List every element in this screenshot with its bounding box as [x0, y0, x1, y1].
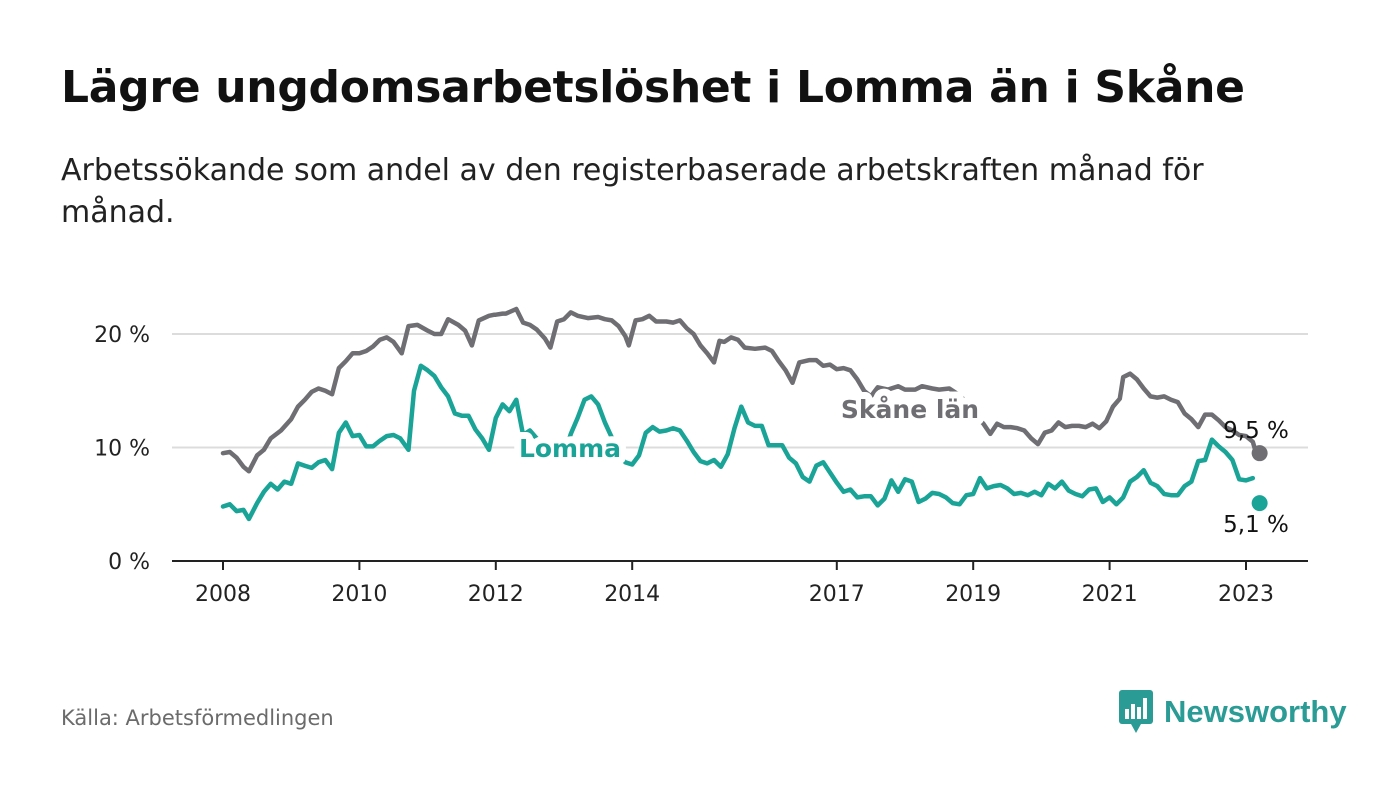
series-end-marker — [1251, 495, 1268, 512]
y-tick-label: 0 % — [108, 550, 150, 575]
series-line-lomma — [220, 363, 1256, 522]
series-label: Skåne län — [841, 395, 979, 424]
series-label: Lomma — [519, 434, 621, 463]
x-tick-label: 2021 — [1082, 582, 1138, 607]
newsworthy-logo-icon — [1119, 690, 1153, 733]
x-tick-label: 2014 — [604, 582, 660, 607]
y-tick-label: 20 % — [94, 323, 150, 348]
series-line-skane — [220, 306, 1262, 474]
chart-title: Lägre ungdomsarbetslöshet i Lomma än i S… — [61, 62, 1245, 113]
x-axis: 0 % 10 % 20 % 2008 2010 2012 2014 2017 2019 2021 2… — [94, 323, 1308, 607]
x-tick-label: 2023 — [1218, 582, 1274, 607]
x-tick-label: 2017 — [809, 582, 865, 607]
end-value-label: 9,5 % — [1223, 418, 1289, 444]
brand-name: Newsworthy — [1164, 694, 1347, 729]
end-value-label: 5,1 % — [1223, 512, 1289, 538]
source-note: Källa: Arbetsförmedlingen — [61, 706, 334, 730]
y-tick-label: 10 % — [94, 437, 150, 462]
series-end-marker — [1251, 445, 1268, 462]
grid-lines — [172, 333, 1308, 449]
x-tick-label: 2012 — [468, 582, 524, 607]
chart-subtitle: Arbetssökande som andel av den registerb… — [61, 153, 1204, 230]
line-chart: 0 % 10 % 20 % 2008 2010 2012 2014 2017 2019 2021 2… — [94, 306, 1308, 607]
brand-logo: Newsworthy — [1118, 688, 1347, 736]
series-lines — [220, 306, 1262, 522]
x-tick-label: 2008 — [195, 582, 251, 607]
series-label-halo: Lomma — [519, 434, 621, 463]
x-tick-label: 2010 — [331, 582, 387, 607]
x-tick-label: 2019 — [945, 582, 1001, 607]
series-label-halo: Skåne län — [841, 395, 979, 424]
